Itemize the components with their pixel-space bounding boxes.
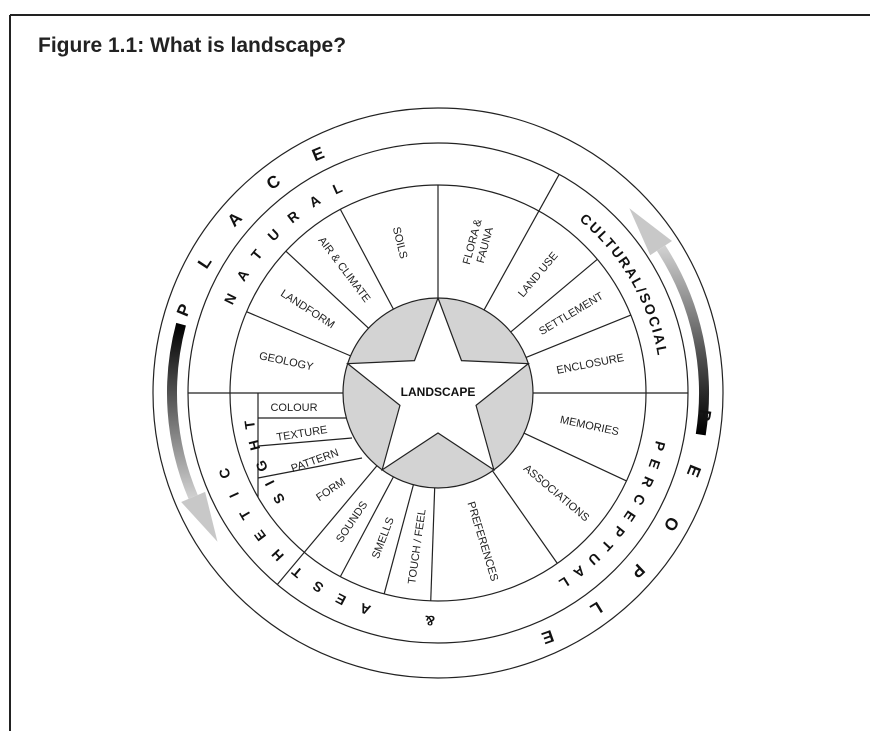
sector-label-line: TOUCH / FEEL	[406, 508, 428, 585]
sector-label-line: SOUNDS	[334, 499, 370, 545]
sight-box-line	[257, 457, 363, 479]
arrow-body	[167, 322, 198, 499]
arrow-head	[181, 491, 218, 542]
sector-label: LANDFORM	[278, 288, 336, 332]
ring-label: &	[425, 613, 436, 629]
sector-label-line: AIR & CLIMATE	[315, 235, 372, 305]
ring-label-path: NATURAL	[221, 173, 343, 307]
ring-label-path: SIGHT	[240, 409, 278, 507]
sector-line	[339, 209, 394, 310]
sector-label-line: SETTLEMENT	[537, 290, 606, 338]
sight-item: FORM	[314, 476, 348, 504]
sector-line	[491, 470, 558, 564]
division-line	[483, 174, 560, 311]
sight-box-line	[257, 437, 353, 447]
sector-label: MEMORIES	[559, 414, 620, 438]
sector-label-line: MEMORIES	[559, 414, 620, 438]
ring-label-path: PERCEPTUAL	[549, 440, 660, 597]
sector-label: ENCLOSURE	[556, 352, 626, 377]
ring-label-path: PLACE	[173, 128, 324, 319]
sight-item: COLOUR	[270, 402, 317, 414]
sector-label: SOILS	[390, 226, 409, 260]
star	[346, 296, 530, 472]
arrow-body	[656, 245, 709, 436]
sector-label: PREFERENCES	[465, 500, 501, 582]
landscape-wheel: LANDSCAPEPLACEPEOPLENATURALCULTURAL/SOCI…	[152, 107, 724, 679]
sector-label-line: LANDFORM	[278, 288, 336, 332]
sector-label: SMELLS	[370, 516, 397, 561]
sector-label-line: ASSOCIATIONS	[521, 463, 591, 525]
sector-label-line: LAND USE	[516, 250, 561, 300]
sector-line	[430, 487, 436, 601]
ring-label: NATURAL	[221, 173, 359, 307]
sector-label-line: PREFERENCES	[465, 500, 501, 582]
sector-label: FLORA &FAUNA	[461, 217, 497, 269]
sector-label: GEOLOGY	[258, 350, 315, 373]
sector-line	[285, 250, 369, 329]
sector-label-line: GEOLOGY	[258, 350, 315, 373]
ring-circle	[152, 107, 724, 679]
sector-line	[383, 484, 414, 595]
sector-line	[339, 476, 394, 577]
ring-label-path: &	[425, 613, 436, 629]
ring-label: PLACE	[173, 128, 364, 319]
sight-item: PATTERN	[290, 447, 341, 475]
sector-label-line: SOILS	[390, 226, 409, 260]
ring-label: PERCEPTUAL	[549, 440, 669, 597]
ring-label: SIGHT	[240, 409, 289, 507]
sector-label: TOUCH / FEEL	[406, 508, 428, 585]
sector-line	[246, 311, 351, 357]
sector-line	[525, 314, 632, 358]
arrow-head	[629, 208, 672, 256]
figure-title: Figure 1.1: What is landscape?	[38, 34, 346, 57]
sector-label: AIR & CLIMATE	[315, 235, 372, 305]
sector-line	[523, 432, 627, 482]
center-label: LANDSCAPE	[401, 385, 476, 399]
sector-label-line: ENCLOSURE	[556, 352, 626, 377]
sector-line	[510, 258, 598, 333]
sector-label: SOUNDS	[334, 499, 370, 545]
sector-label: ASSOCIATIONS	[521, 463, 591, 525]
sector-label: SETTLEMENT	[537, 290, 606, 338]
sector-label-line: SMELLS	[370, 516, 397, 561]
sector-label: LAND USE	[516, 250, 561, 300]
division-line	[276, 465, 378, 585]
